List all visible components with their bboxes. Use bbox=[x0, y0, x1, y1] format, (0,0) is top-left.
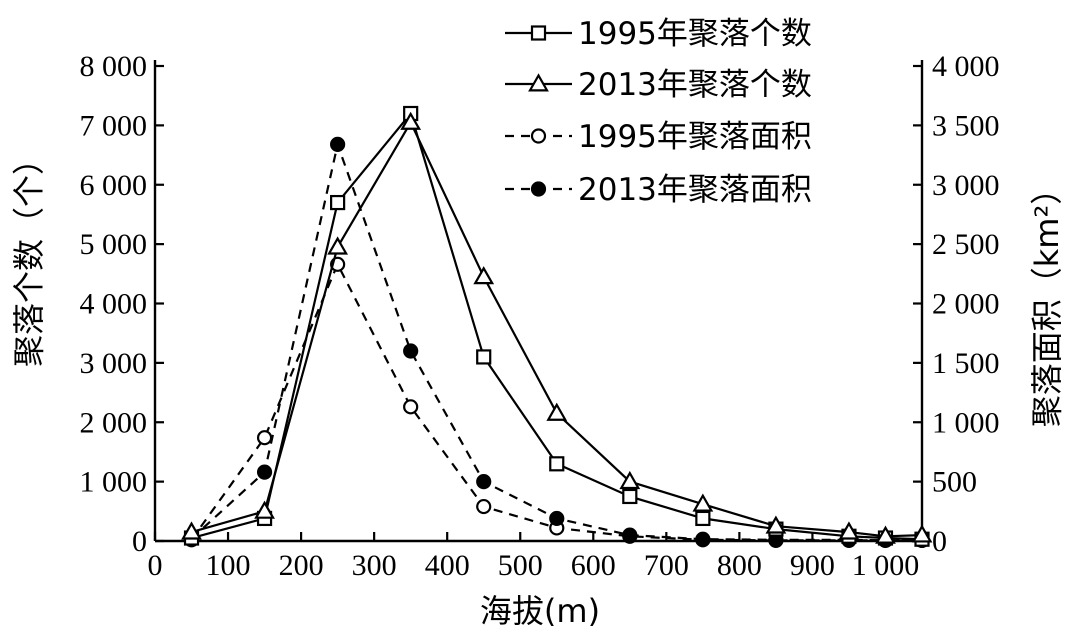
x-tick-label: 500 bbox=[498, 549, 543, 582]
data-point-count-2013 bbox=[692, 493, 714, 512]
y-right-tick-label: 3 000 bbox=[932, 169, 1000, 202]
legend-item-count-1995: 1995年聚落个数 bbox=[505, 16, 812, 52]
data-point-area-2013 bbox=[695, 531, 711, 547]
legend-item-area-1995: 1995年聚落面积 bbox=[505, 119, 812, 155]
data-point-area-2013 bbox=[476, 474, 492, 490]
series-line-count-1995 bbox=[191, 111, 923, 541]
data-point-area-2013 bbox=[622, 527, 638, 543]
y-left-tick-label: 2 000 bbox=[80, 406, 148, 439]
y-right-tick-label: 500 bbox=[932, 466, 977, 499]
x-tick-label: 800 bbox=[717, 549, 762, 582]
x-tick-label: 300 bbox=[352, 549, 397, 582]
y-left-tick-label: 1 000 bbox=[80, 466, 148, 499]
y-right-tick-label: 1 000 bbox=[932, 406, 1000, 439]
data-point-area-2013 bbox=[549, 510, 565, 527]
data-point-count-2013 bbox=[765, 515, 787, 534]
data-point-area-1995 bbox=[476, 498, 492, 515]
data-point-count-2013 bbox=[875, 525, 896, 544]
x-tick-label: 600 bbox=[571, 549, 616, 582]
series-area-1995 bbox=[183, 256, 930, 549]
series-group bbox=[181, 105, 933, 549]
y-left-tick-label: 3 000 bbox=[80, 347, 148, 380]
data-point-area-1995 bbox=[256, 430, 273, 446]
legend-marker-area-2013 bbox=[530, 181, 547, 197]
data-point-area-2013 bbox=[403, 343, 419, 359]
y-axis-right-title: 聚落面积（km²） bbox=[1028, 173, 1066, 428]
y-left-tick-label: 0 bbox=[132, 525, 147, 558]
y-right-tick-label: 2 000 bbox=[932, 288, 1000, 321]
x-tick-label: 200 bbox=[279, 549, 324, 582]
x-tick-label: 1 000 bbox=[852, 549, 920, 582]
legend-item-area-2013: 2013年聚落面积 bbox=[505, 172, 812, 208]
data-point-count-1995 bbox=[695, 510, 711, 527]
series-count-2013 bbox=[181, 111, 933, 544]
legend-marker-area-1995 bbox=[530, 128, 547, 144]
data-point-area-2013 bbox=[330, 136, 346, 152]
series-line-area-1995 bbox=[190, 261, 922, 542]
y-axis-left-title: 聚落个数（个） bbox=[10, 143, 48, 367]
series-area-2013 bbox=[183, 136, 930, 549]
y-right-tick-label: 2 500 bbox=[932, 228, 1000, 261]
data-point-count-2013 bbox=[911, 524, 933, 543]
x-tick-label: 0 bbox=[148, 549, 163, 582]
y-right-tick-label: 0 bbox=[932, 525, 947, 558]
legend-marker-count-2013 bbox=[528, 73, 549, 92]
y-left-tick-label: 8 000 bbox=[80, 50, 148, 83]
y-right-tick-label: 3 500 bbox=[932, 109, 1000, 142]
y-right-tick-label: 1 500 bbox=[932, 347, 1000, 380]
data-point-count-2013 bbox=[254, 500, 275, 519]
x-tick-label: 400 bbox=[425, 549, 470, 582]
data-point-count-2013 bbox=[327, 236, 349, 255]
legend-item-count-2013: 2013年聚落个数 bbox=[505, 67, 812, 103]
series-line-area-2013 bbox=[190, 140, 922, 542]
y-left-tick-label: 4 000 bbox=[80, 288, 148, 321]
x-tick-label: 100 bbox=[206, 549, 251, 582]
series-line-count-2013 bbox=[191, 120, 923, 538]
data-point-area-2013 bbox=[256, 464, 273, 480]
x-tick-label: 700 bbox=[644, 549, 689, 582]
x-tick-label: 900 bbox=[790, 549, 835, 582]
data-point-count-2013 bbox=[473, 266, 495, 285]
data-point-count-1995 bbox=[476, 349, 492, 365]
legend-label-area-2013: 2013年聚落面积 bbox=[578, 172, 812, 208]
legend: 1995年聚落个数 2013年聚落个数 1995年聚落面积 2013年聚落面积 bbox=[505, 16, 812, 208]
data-point-count-2013 bbox=[546, 402, 568, 421]
data-point-count-2013 bbox=[619, 470, 641, 490]
legend-label-area-1995: 1995年聚落面积 bbox=[578, 119, 812, 155]
data-point-count-2013 bbox=[400, 111, 422, 130]
y-left-tick-label: 6 000 bbox=[80, 169, 148, 202]
data-point-count-2013 bbox=[181, 521, 202, 540]
data-point-area-1995 bbox=[403, 399, 419, 415]
data-point-count-1995 bbox=[549, 456, 565, 472]
axes-group: 0 1 000 2 000 3 000 4 000 5 000 6 000 7 000 8 00… bbox=[80, 50, 1000, 582]
y-left-tick-label: 5 000 bbox=[80, 228, 148, 261]
data-point-count-2013 bbox=[838, 521, 860, 540]
data-point-count-1995 bbox=[622, 488, 638, 505]
y-right-tick-label: 4 000 bbox=[932, 50, 1000, 83]
legend-label-count-1995: 1995年聚落个数 bbox=[578, 16, 812, 52]
legend-label-count-2013: 2013年聚落个数 bbox=[578, 67, 812, 103]
y-left-tick-label: 7 000 bbox=[80, 109, 148, 142]
data-point-count-1995 bbox=[330, 194, 346, 211]
x-axis-title: 海拔(m) bbox=[480, 592, 600, 630]
legend-marker-count-1995 bbox=[530, 25, 547, 41]
